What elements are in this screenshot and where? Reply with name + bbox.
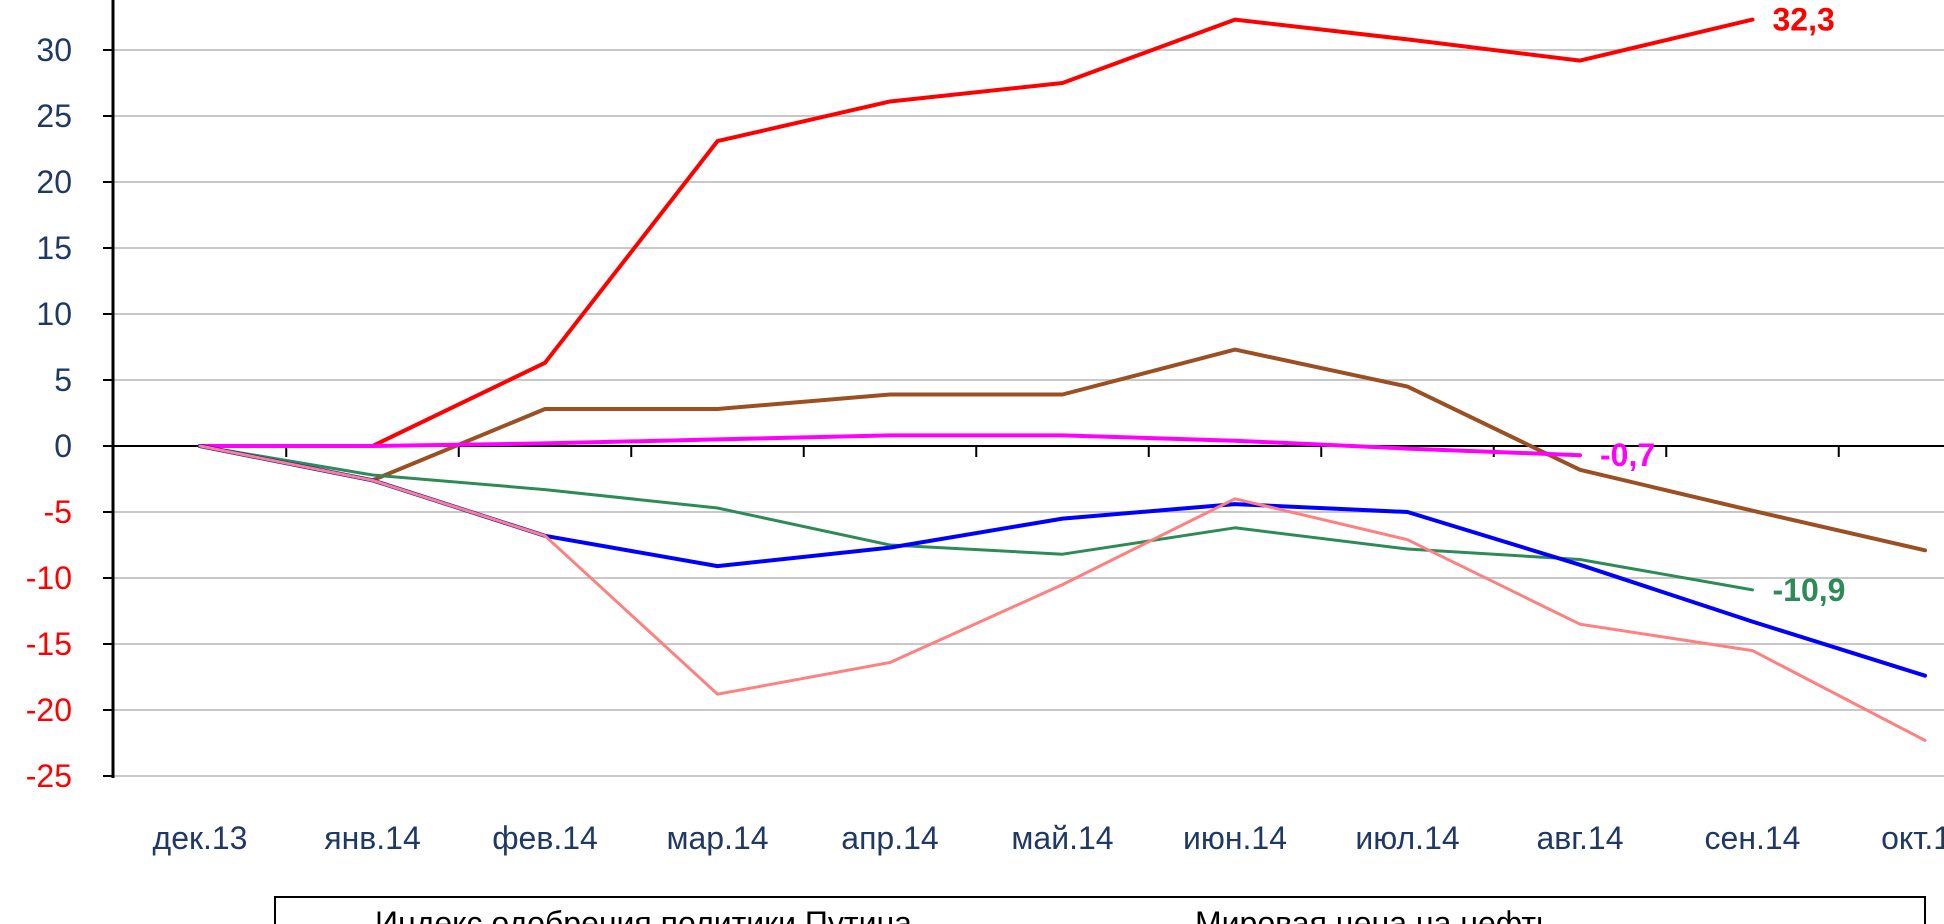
- legend-entry-oil-price: Мировая цена на нефть: [1195, 905, 1553, 924]
- series-line-5: [198, 444, 1927, 742]
- series-line-0: [198, 17, 1755, 448]
- data-label-0: 32,3: [1773, 2, 1835, 38]
- x-tick-label: сен.14: [1705, 820, 1801, 856]
- series-line-1: [198, 347, 1927, 553]
- x-tick-label: мар.14: [666, 820, 768, 856]
- y-tick-label: -20: [26, 692, 72, 728]
- x-tick-label: июл.14: [1355, 820, 1459, 856]
- y-tick-label: 0: [54, 428, 72, 464]
- series-line-3: [198, 444, 1754, 592]
- series-lines: [198, 17, 1927, 742]
- series-line-2: [198, 433, 1582, 458]
- x-tick-label: янв.14: [324, 820, 420, 856]
- y-tick-labels: 30 25 20 15 10 5 0 -5 -10 -15 -20 -25: [26, 32, 72, 794]
- x-tick-labels: дек.13 янв.14 фев.14 мар.14 апр.14 май.14 июн.…: [153, 820, 1944, 856]
- y-tick-label: -5: [44, 494, 72, 530]
- y-tick-label: -15: [26, 626, 72, 662]
- y-tick-label: 15: [36, 230, 72, 266]
- data-labels: 32,3-7,9-0,7-10,9-17,4-22,3: [1600, 2, 1846, 608]
- y-tick-label: -10: [26, 560, 72, 596]
- y-tick-label: 10: [36, 296, 72, 332]
- x-tick-label: дек.13: [153, 820, 248, 856]
- x-tick-label: июн.14: [1183, 820, 1287, 856]
- data-label-2: -0,7: [1600, 437, 1655, 473]
- legend-entry-putin-approval: Индекс одобрения политики Путина: [375, 905, 912, 924]
- data-label-3: -10,9: [1773, 572, 1846, 608]
- y-tick-label: 5: [54, 362, 72, 398]
- y-tick-label: 25: [36, 98, 72, 134]
- series-line-4: [198, 444, 1927, 678]
- x-tick-label: май.14: [1011, 820, 1113, 856]
- x-tick-label: апр.14: [841, 820, 938, 856]
- x-tick-label: авг.14: [1536, 820, 1623, 856]
- y-tick-label: 20: [36, 164, 72, 200]
- x-tick-label: фев.14: [492, 820, 598, 856]
- legend-box: [274, 896, 1926, 924]
- gridlines: [103, 49, 1944, 777]
- x-tick-label: окт.14: [1881, 820, 1944, 856]
- y-tick-label: -25: [26, 758, 72, 794]
- y-tick-label: 30: [36, 32, 72, 68]
- legend: Индекс одобрения политики Путина Мировая…: [274, 896, 1926, 924]
